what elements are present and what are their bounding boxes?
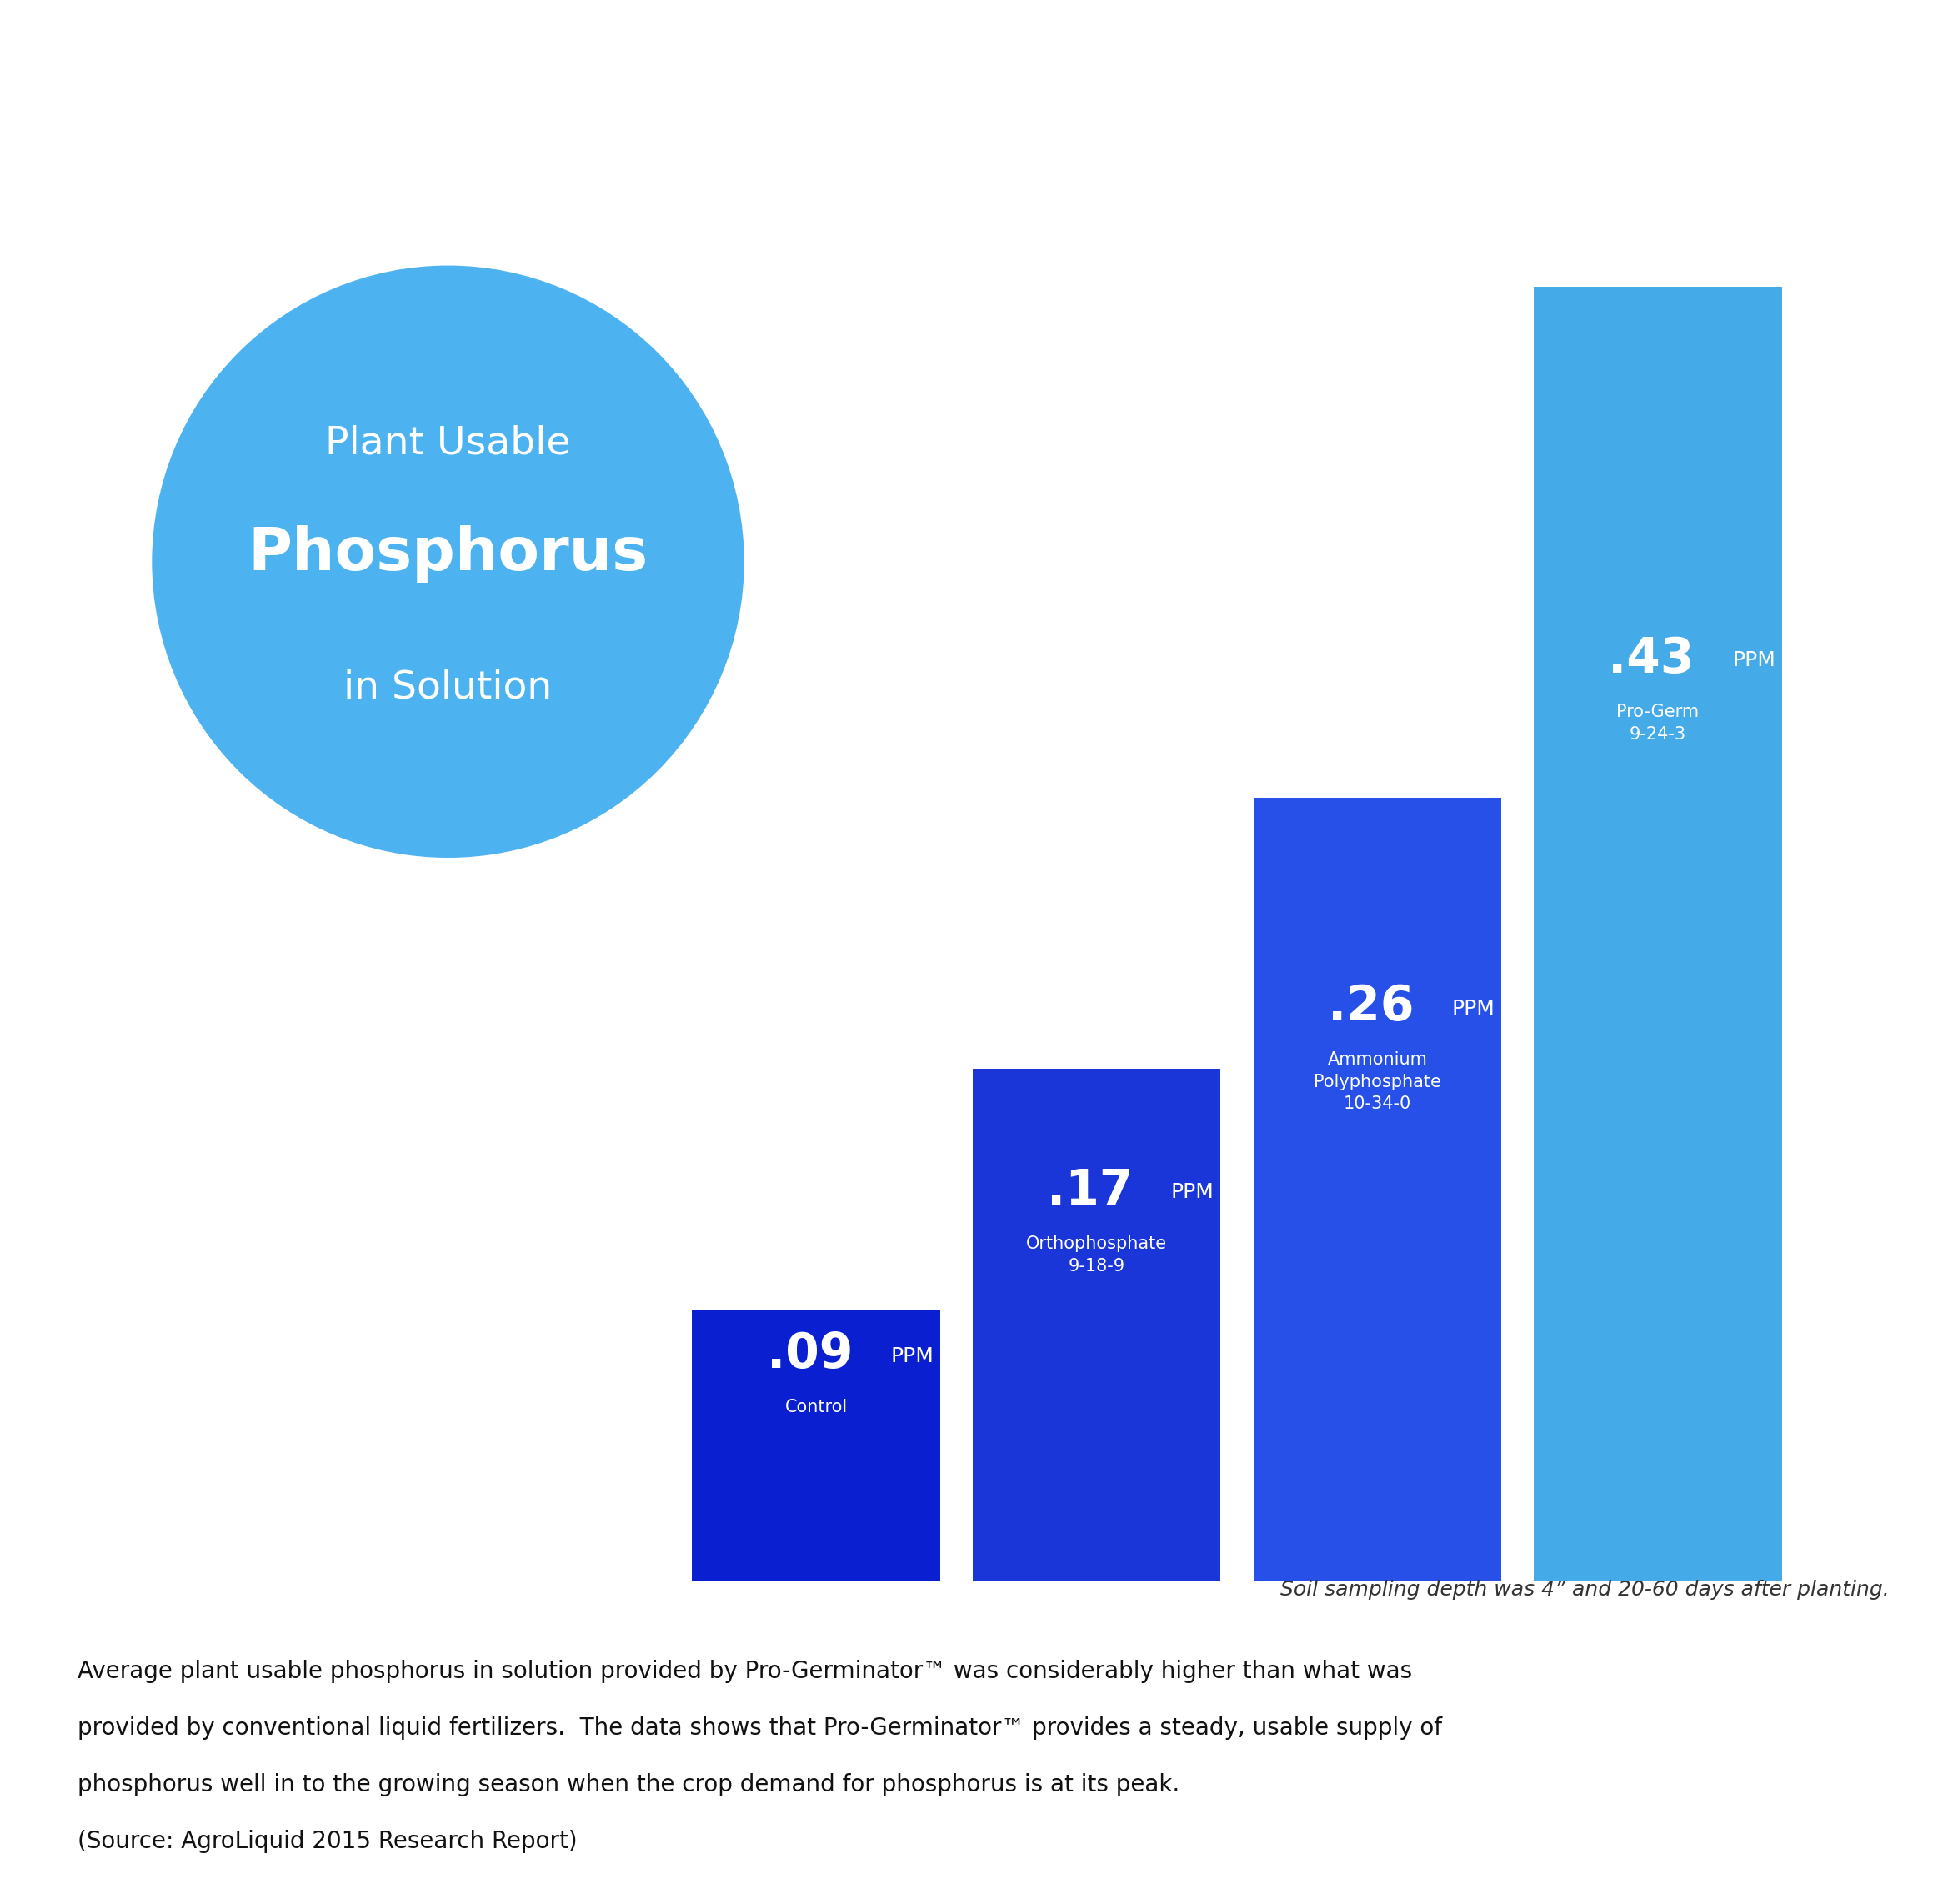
Text: PPM: PPM xyxy=(1451,998,1494,1019)
Text: Average plant usable phosphorus in solution provided by Pro-Germinator™ was cons: Average plant usable phosphorus in solut… xyxy=(78,1660,1412,1683)
Text: Pro-Germ
9-24-3: Pro-Germ 9-24-3 xyxy=(1617,704,1699,743)
Bar xyxy=(1533,288,1782,1580)
Ellipse shape xyxy=(152,265,744,859)
Text: .26: .26 xyxy=(1329,982,1414,1030)
Text: Ammonium
Polyphosphate
10-34-0: Ammonium Polyphosphate 10-34-0 xyxy=(1313,1051,1442,1112)
Text: Plant Usable: Plant Usable xyxy=(325,425,571,463)
Text: .09: .09 xyxy=(766,1331,853,1378)
Text: Control: Control xyxy=(785,1399,847,1417)
Text: PPM: PPM xyxy=(890,1346,933,1367)
Text: .43: .43 xyxy=(1609,636,1695,684)
Text: (Source: AgroLiquid 2015 Research Report): (Source: AgroLiquid 2015 Research Report… xyxy=(78,1830,579,1853)
Text: Soil sampling depth was 4” and 20-60 days after planting.: Soil sampling depth was 4” and 20-60 day… xyxy=(1280,1580,1890,1599)
Text: phosphorus well in to the growing season when the crop demand for phosphorus is : phosphorus well in to the growing season… xyxy=(78,1773,1180,1795)
Text: Orthophosphate
9-18-9: Orthophosphate 9-18-9 xyxy=(1027,1236,1167,1274)
Bar xyxy=(972,1068,1221,1580)
Text: in Solution: in Solution xyxy=(343,668,553,706)
Bar xyxy=(692,1310,941,1580)
Text: .17: .17 xyxy=(1046,1167,1134,1215)
Bar xyxy=(1253,798,1502,1580)
Text: Phosphorus: Phosphorus xyxy=(247,526,649,583)
Text: PPM: PPM xyxy=(1732,651,1775,670)
Text: provided by conventional liquid fertilizers.  The data shows that Pro-Germinator: provided by conventional liquid fertiliz… xyxy=(78,1716,1442,1740)
Text: PPM: PPM xyxy=(1171,1182,1214,1203)
